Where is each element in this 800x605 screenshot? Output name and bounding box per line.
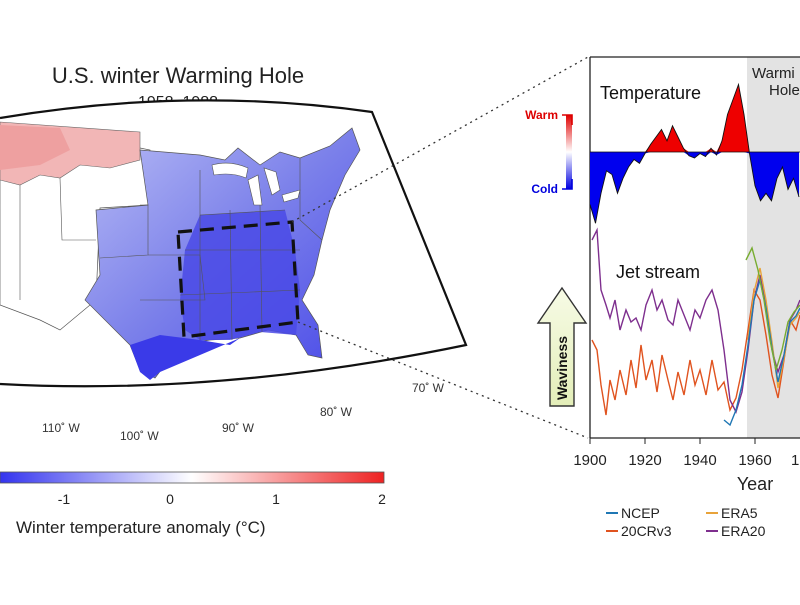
zoom-lines bbox=[291, 56, 589, 439]
legend-label-ncep: NCEP bbox=[621, 505, 660, 521]
colorbar-tick-2: 2 bbox=[378, 491, 386, 507]
jet-stream-label: Jet stream bbox=[616, 262, 700, 282]
temperature-series bbox=[589, 82, 800, 224]
lon-label-70w: 70˚ W bbox=[412, 381, 445, 395]
waviness-arrow: Waviness bbox=[536, 286, 588, 407]
jet-line-green bbox=[745, 246, 800, 371]
great-lakes bbox=[211, 162, 301, 206]
x-tick-19: 19 bbox=[791, 452, 800, 469]
x-tick-1940: 1940 bbox=[683, 452, 716, 469]
legend-label-era20: ERA20 bbox=[721, 523, 766, 539]
map-panel: U.S. winter Warming Hole 1958–1988 bbox=[0, 63, 468, 537]
warming-hole-shade bbox=[747, 57, 800, 438]
warming-hole-label-1: Warmi bbox=[752, 65, 795, 82]
warming-hole-box bbox=[176, 220, 300, 339]
cold-label: Cold bbox=[531, 182, 558, 196]
lon-label-80w: 80˚ W bbox=[320, 405, 353, 419]
colorbar-bar bbox=[0, 471, 385, 484]
x-axis-label: Year bbox=[737, 474, 773, 494]
cold-core-region bbox=[180, 210, 300, 340]
warm-label: Warm bbox=[525, 108, 558, 122]
colorbar-tick-neg1: -1 bbox=[58, 491, 71, 507]
temperature-line bbox=[589, 82, 800, 224]
jet-stream-lines bbox=[591, 227, 800, 427]
warming-hole-label-2: Hole bbox=[769, 82, 800, 99]
lon-label-90w: 90˚ W bbox=[222, 421, 255, 435]
gulf-cold-region bbox=[130, 335, 240, 380]
lon-label-110w: 110˚ W bbox=[42, 421, 80, 435]
x-tick-1960: 1960 bbox=[738, 452, 771, 469]
colorbar-tick-1: 1 bbox=[272, 491, 280, 507]
jet-line-20crv3 bbox=[591, 287, 800, 416]
lon-label-100w: 100˚ W bbox=[120, 429, 159, 443]
temperature-label: Temperature bbox=[600, 83, 701, 103]
x-tick-1920: 1920 bbox=[628, 452, 661, 469]
jet-line-era20 bbox=[591, 227, 800, 414]
map-title: U.S. winter Warming Hole bbox=[52, 63, 304, 88]
legend-label-20crv3: 20CRv3 bbox=[621, 523, 672, 539]
colorbar: -1 0 1 2 Winter temperature anomaly (°C) bbox=[0, 471, 386, 537]
colorbar-tick-0: 0 bbox=[166, 491, 174, 507]
legend: NCEP ERA5 20CRv3 ERA20 bbox=[606, 505, 766, 539]
x-tick-1900: 1900 bbox=[573, 452, 606, 469]
waviness-label: Waviness bbox=[554, 336, 570, 400]
us-west-region bbox=[0, 147, 151, 331]
warm-northwest-core bbox=[0, 125, 70, 170]
legend-label-era5: ERA5 bbox=[721, 505, 758, 521]
map-shading bbox=[0, 121, 361, 380]
state-lines bbox=[19, 158, 323, 341]
temperature-cold-area bbox=[590, 152, 799, 224]
colorbar-label: Winter temperature anomaly (°C) bbox=[16, 518, 266, 537]
timeseries-panel: Warmi Hole Temperature Warm Cold Jet str… bbox=[525, 56, 800, 539]
x-axis: 1900 1920 1940 1960 19 Year bbox=[573, 438, 800, 494]
map-frame bbox=[0, 99, 468, 388]
warm-cold-indicator: Warm Cold bbox=[525, 108, 573, 196]
